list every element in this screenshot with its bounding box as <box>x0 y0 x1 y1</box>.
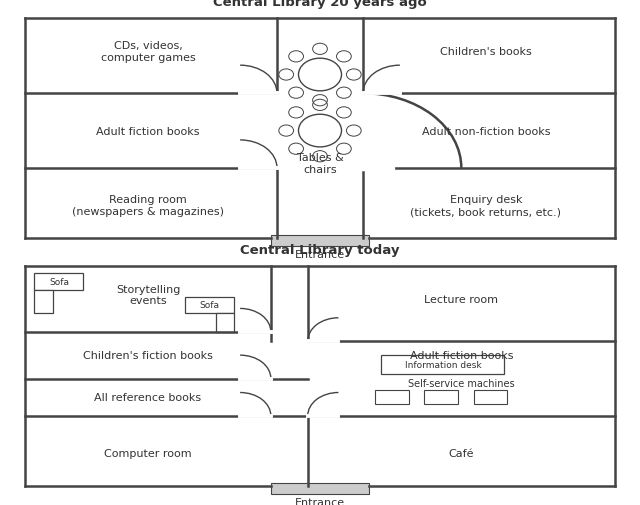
Bar <box>216 314 234 332</box>
Bar <box>35 274 83 290</box>
Bar <box>375 390 409 405</box>
Title: Central Library today: Central Library today <box>240 243 400 257</box>
Bar <box>271 483 369 494</box>
Bar <box>271 235 369 247</box>
Bar <box>474 390 508 405</box>
Bar <box>35 290 52 314</box>
Text: Entrance: Entrance <box>295 250 345 260</box>
Text: Sofa: Sofa <box>49 278 69 286</box>
Text: Reading room
(newspapers & magazines): Reading room (newspapers & magazines) <box>72 195 224 217</box>
Text: Adult fiction books: Adult fiction books <box>96 126 200 136</box>
Text: Lecture room: Lecture room <box>424 294 499 305</box>
Text: Children's fiction books: Children's fiction books <box>83 350 213 361</box>
Text: Tables &
chairs: Tables & chairs <box>296 153 344 175</box>
Bar <box>381 356 504 374</box>
Title: Central Library 20 years ago: Central Library 20 years ago <box>213 0 427 9</box>
Text: Adult non-fiction books: Adult non-fiction books <box>422 126 550 136</box>
Text: CDs, videos,
computer games: CDs, videos, computer games <box>100 41 195 63</box>
Text: Computer room: Computer room <box>104 448 192 459</box>
Bar <box>185 297 234 314</box>
Text: All reference books: All reference books <box>95 392 202 402</box>
Text: Entrance: Entrance <box>295 497 345 505</box>
Text: Sofa: Sofa <box>200 301 220 310</box>
Text: Adult fiction books: Adult fiction books <box>410 350 513 361</box>
Text: Self-service machines: Self-service machines <box>408 378 515 388</box>
Text: Enquiry desk
(tickets, book returns, etc.): Enquiry desk (tickets, book returns, etc… <box>410 195 561 217</box>
Text: Café: Café <box>449 448 474 459</box>
Bar <box>424 390 458 405</box>
Text: Storytelling
events: Storytelling events <box>116 284 180 306</box>
Text: Children's books: Children's books <box>440 47 532 57</box>
Text: Information desk: Information desk <box>404 360 481 369</box>
